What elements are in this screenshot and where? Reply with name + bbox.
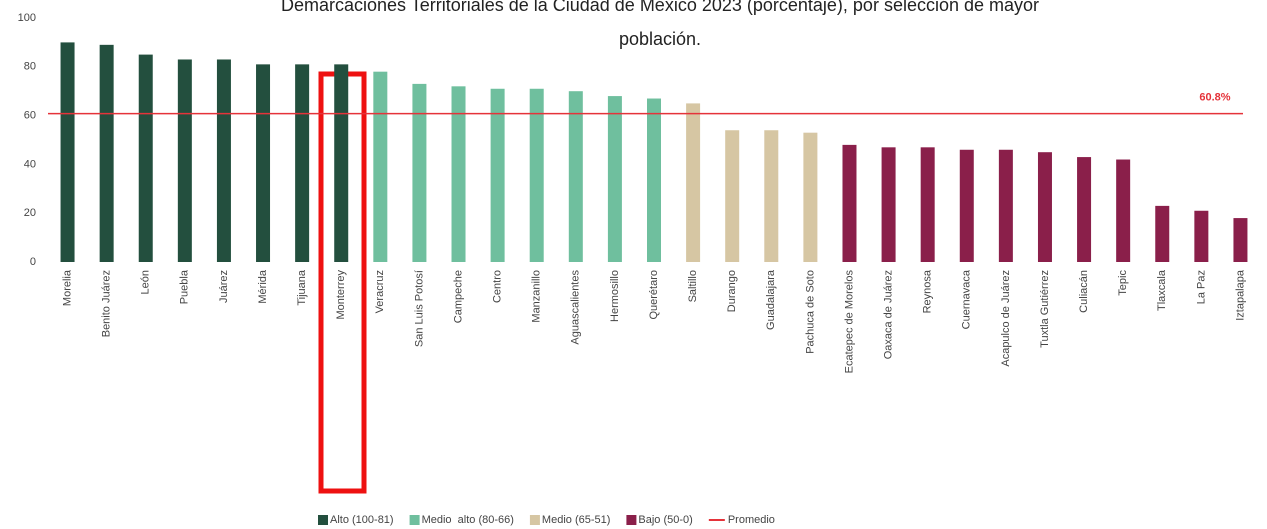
legend-label: Medio (65-51) bbox=[542, 514, 610, 526]
x-tick-label: Durango bbox=[726, 270, 738, 312]
bar bbox=[607, 96, 622, 262]
bar bbox=[647, 98, 661, 263]
x-tick-label: Manzanillo bbox=[531, 270, 543, 323]
x-tick-label: Cuernavaca bbox=[961, 269, 973, 329]
x-tick-label: Reynosa bbox=[922, 269, 934, 313]
legend-label: Promedio bbox=[728, 514, 775, 526]
bar bbox=[998, 149, 1013, 262]
legend-label: Alto (100-81) bbox=[330, 514, 394, 526]
bar bbox=[177, 59, 192, 263]
x-tick-label: León bbox=[140, 270, 152, 294]
bar bbox=[451, 86, 466, 262]
bar bbox=[412, 83, 427, 262]
x-tick-label: San Luis Potosí bbox=[413, 270, 425, 347]
bar bbox=[99, 44, 114, 263]
bar bbox=[686, 103, 701, 263]
x-tick-label: Campeche bbox=[452, 270, 464, 323]
legend-swatch bbox=[626, 515, 637, 525]
legend-swatch bbox=[318, 515, 328, 525]
x-tick-label: Saltillo bbox=[687, 270, 699, 302]
x-tick-label: Tlaxcala bbox=[1156, 269, 1168, 311]
bar bbox=[764, 130, 779, 262]
bar bbox=[842, 144, 857, 262]
bar bbox=[138, 54, 153, 262]
bar bbox=[60, 42, 75, 263]
bar bbox=[1233, 218, 1248, 262]
y-tick-label: 0 bbox=[30, 256, 36, 268]
bar bbox=[1116, 159, 1131, 262]
bar bbox=[881, 147, 896, 262]
x-tick-label: Acapulco de Juárez bbox=[1000, 270, 1012, 367]
bar bbox=[490, 88, 505, 262]
bar bbox=[529, 88, 544, 262]
x-tick-label: Centro bbox=[492, 270, 504, 303]
bar bbox=[1155, 205, 1170, 262]
y-tick-label: 40 bbox=[24, 158, 36, 170]
chart-title: población. bbox=[619, 29, 701, 49]
x-tick-label: Ecatepec de Morelos bbox=[843, 270, 855, 374]
bar bbox=[920, 147, 935, 262]
bar bbox=[1037, 152, 1052, 262]
x-tick-label: Querétaro bbox=[648, 270, 660, 320]
x-tick-label: Aguascalientes bbox=[570, 270, 582, 345]
x-tick-label: Guadalajara bbox=[765, 269, 777, 330]
bar bbox=[1077, 157, 1092, 262]
x-tick-label: La Paz bbox=[1195, 270, 1207, 304]
bar bbox=[216, 59, 231, 263]
x-tick-label: Puebla bbox=[179, 269, 191, 304]
bar bbox=[334, 64, 349, 262]
x-tick-label: Tepic bbox=[1117, 270, 1129, 296]
bar bbox=[1194, 210, 1209, 262]
bar bbox=[256, 64, 271, 262]
bar bbox=[803, 132, 818, 262]
legend-swatch bbox=[409, 515, 420, 525]
legend-label: Bajo (50-0) bbox=[638, 514, 692, 526]
average-label: 60.8% bbox=[1199, 92, 1230, 104]
x-tick-label: Mérida bbox=[257, 269, 269, 304]
y-tick-label: 20 bbox=[24, 207, 36, 219]
bar bbox=[295, 64, 310, 262]
legend-swatch bbox=[529, 515, 540, 525]
x-tick-label: Hermosillo bbox=[609, 270, 621, 322]
bar bbox=[373, 71, 388, 263]
x-tick-label: Tijuana bbox=[296, 269, 308, 306]
x-tick-label: Benito Juárez bbox=[101, 270, 113, 337]
x-tick-label: Culiacán bbox=[1078, 270, 1090, 313]
x-tick-label: Oaxaca de Juárez bbox=[882, 270, 894, 359]
x-tick-label: Monterrey bbox=[335, 270, 347, 320]
bar bbox=[959, 149, 974, 262]
x-tick-label: Pachuca de Soto bbox=[804, 270, 816, 354]
x-tick-label: Tuxtla Gutiérrez bbox=[1039, 270, 1051, 348]
x-tick-label: Morelia bbox=[61, 269, 73, 306]
bar bbox=[725, 130, 740, 262]
y-tick-label: 100 bbox=[18, 12, 36, 24]
legend-label: Medio alto (80-66) bbox=[422, 514, 514, 526]
y-tick-label: 60 bbox=[24, 110, 36, 122]
chart-title: Demarcaciones Territoriales de la Ciudad… bbox=[281, 0, 1039, 15]
bar bbox=[568, 91, 583, 262]
x-tick-label: Veracruz bbox=[374, 270, 386, 313]
x-tick-label: Iztapalapa bbox=[1234, 269, 1246, 321]
y-tick-label: 80 bbox=[24, 61, 36, 73]
x-tick-label: Juárez bbox=[218, 270, 230, 303]
